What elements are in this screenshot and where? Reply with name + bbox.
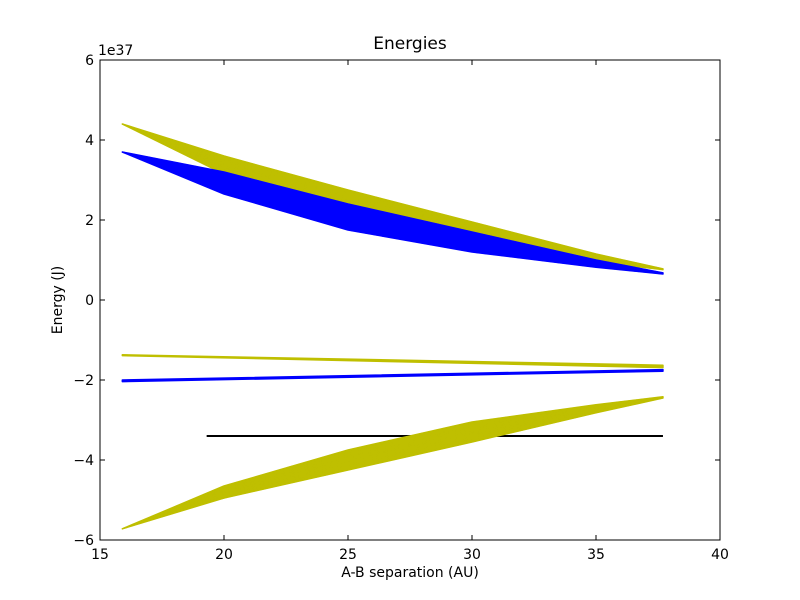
series-1-dash [122,151,664,274]
y-axis-offset-label: 1e37 [98,43,133,59]
series-5-dash [122,396,664,530]
series-0-dash [122,123,664,270]
y-tick-label: 4 [85,133,94,149]
chart-title: Energies [373,34,447,54]
series-1-dash [122,151,664,275]
series-1-dash [122,151,664,275]
series-0-band [121,123,664,271]
y-tick-label: −6 [73,533,94,549]
x-axis-label: A-B separation (AU) [341,565,479,581]
plot-area [121,123,664,530]
series-5-dash [122,396,664,530]
y-tick-label: 2 [85,213,94,229]
series-3 [121,368,664,383]
series-1 [121,151,664,275]
x-tick-label: 25 [339,547,357,563]
series-0-dash [122,123,664,271]
y-tick-label: 0 [85,293,94,309]
series-0-dash [122,123,664,270]
y-tick-label: 6 [85,53,94,69]
series-2-band [121,354,664,369]
y-axis-label: Energy (J) [50,266,66,335]
series-5-dash [122,397,664,530]
series-0 [121,123,664,271]
series-0-dash [122,123,664,270]
series-1-dash [122,151,664,275]
series-5-dash [122,397,664,530]
series-0-dash [122,123,664,270]
series-1-dash [122,151,664,274]
series-0-dash [122,123,664,270]
x-tick-label: 35 [587,547,605,563]
series-1-dash [122,151,664,274]
series-5 [121,396,664,530]
axis-ticks: 15 20 25 30 35 40 −6 −4 −2 0 2 4 6 [73,53,729,563]
y-tick-label: −2 [73,373,94,389]
plot-frame [99,59,721,541]
series-5-dash [122,397,664,530]
series-1-dash [122,151,664,275]
series-5-dash [122,397,664,530]
y-tick-label: −4 [73,453,94,469]
series-5-dash [122,396,664,530]
series-5-dash [122,397,664,530]
series-3-band [121,368,664,383]
series-1-dash [122,151,664,274]
series-0-dash [122,123,664,270]
x-tick-label: 20 [215,547,233,563]
series-0-dash [122,123,664,270]
series-0-dash [122,123,664,270]
series-2 [121,354,664,369]
series-5-dash [122,396,664,530]
series-5-dash [122,396,664,530]
series-5-dash [122,396,664,530]
series-0-dash [122,123,664,270]
x-tick-label: 40 [711,547,729,563]
series-0-dash [122,123,664,270]
x-tick-label: 30 [463,547,481,563]
series-1-dash [122,151,664,274]
x-tick-label: 15 [91,547,109,563]
